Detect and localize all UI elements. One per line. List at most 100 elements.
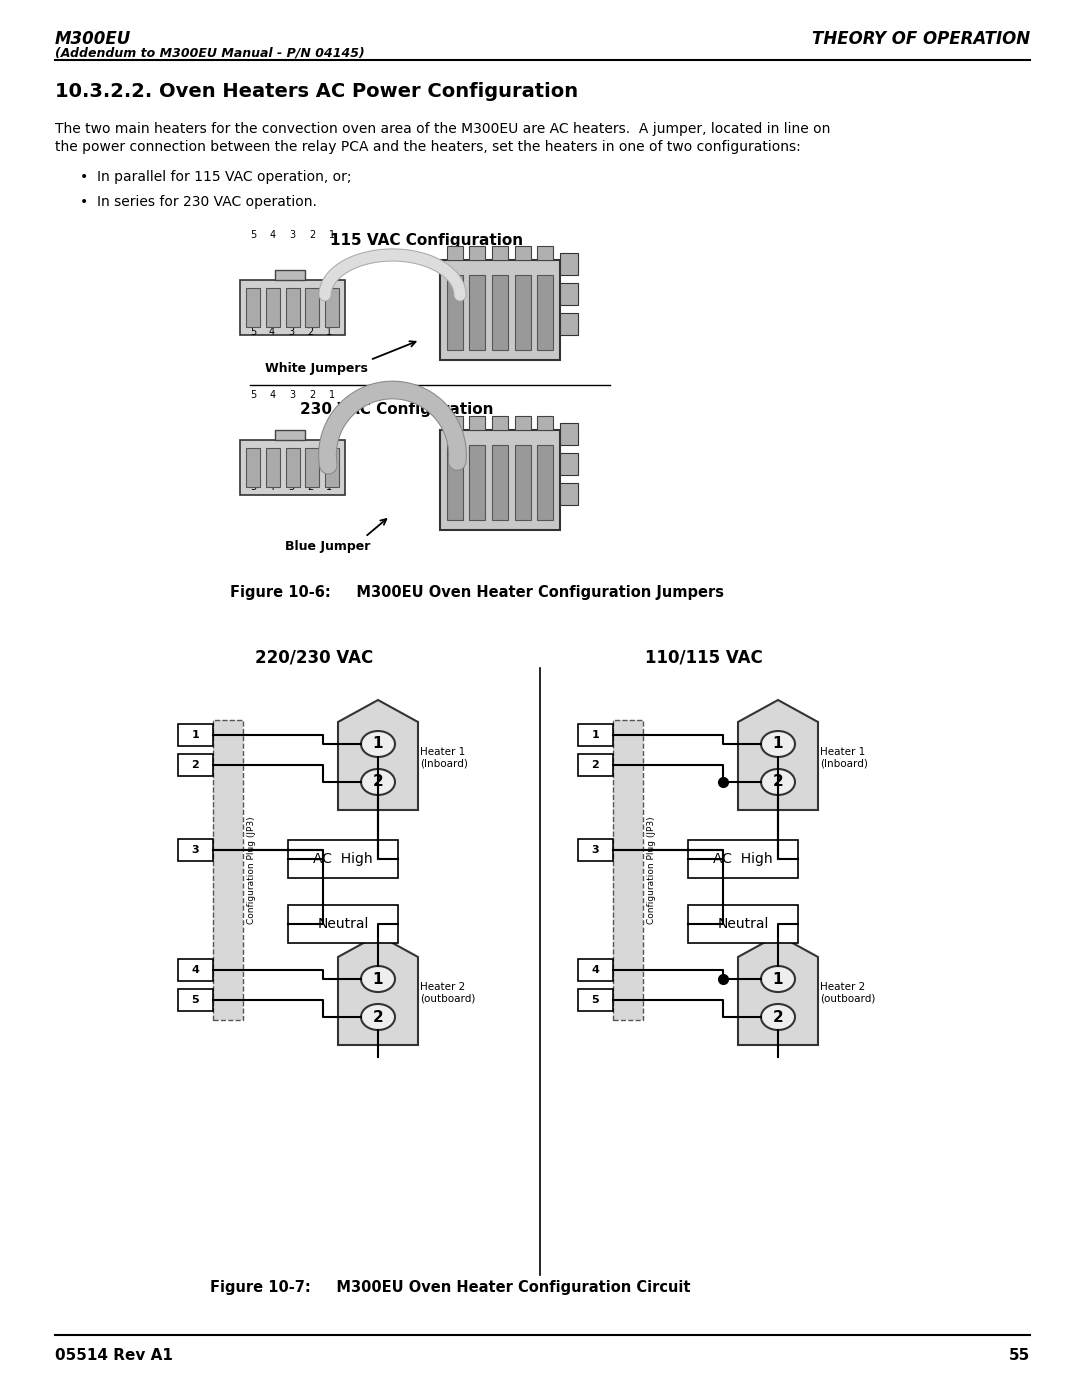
Text: •  In series for 230 VAC operation.: • In series for 230 VAC operation. [80,196,316,210]
Polygon shape [338,700,418,810]
Text: Heater 2
(outboard): Heater 2 (outboard) [820,982,876,1004]
Bar [325,448,339,488]
Bar [288,905,399,943]
Bar [515,416,530,430]
Ellipse shape [361,1004,395,1030]
Bar [578,840,613,861]
Bar [578,754,613,775]
Text: 1: 1 [773,971,783,986]
Bar [275,270,305,279]
Bar [240,440,345,495]
Text: 5: 5 [249,390,256,400]
Bar [285,288,299,327]
Ellipse shape [361,768,395,795]
Bar [492,446,508,520]
Text: 3: 3 [288,482,294,492]
Bar [538,446,553,520]
Bar [246,448,260,488]
Text: Heater 1
(Inboard): Heater 1 (Inboard) [420,747,468,768]
Ellipse shape [761,768,795,795]
Text: 2: 2 [309,231,315,240]
Bar [306,288,320,327]
Bar [515,446,530,520]
Text: 230 VAC Configuration: 230 VAC Configuration [300,402,494,416]
Bar [470,246,485,260]
Text: 2: 2 [191,760,200,770]
Bar [178,958,213,981]
Text: 3: 3 [592,845,599,855]
Bar [266,288,280,327]
Text: 1: 1 [373,971,383,986]
Text: 1: 1 [191,731,200,740]
Text: Figure 10-7:     M300EU Oven Heater Configuration Circuit: Figure 10-7: M300EU Oven Heater Configur… [210,1280,690,1295]
Bar [178,754,213,775]
Text: 115 VAC Configuration: 115 VAC Configuration [330,233,523,249]
Text: Heater 2
(outboard): Heater 2 (outboard) [420,982,475,1004]
Text: 5: 5 [191,995,200,1004]
Bar [285,448,299,488]
Text: 1: 1 [373,736,383,752]
Text: Configuration Plug (JP3): Configuration Plug (JP3) [246,816,256,923]
Text: 220/230 VAC: 220/230 VAC [255,648,374,666]
Text: 3: 3 [191,845,200,855]
Text: 2: 2 [309,390,315,400]
Text: Figure 10-6:     M300EU Oven Heater Configuration Jumpers: Figure 10-6: M300EU Oven Heater Configur… [230,585,724,599]
Bar [470,275,485,351]
Text: 2: 2 [373,1010,383,1024]
Text: •  In parallel for 115 VAC operation, or;: • In parallel for 115 VAC operation, or; [80,170,351,184]
Bar [447,446,462,520]
Bar [470,416,485,430]
Bar [470,446,485,520]
Text: 2: 2 [592,760,599,770]
Text: AC  High: AC High [713,852,773,866]
Bar [561,453,578,475]
Text: 2: 2 [772,1010,783,1024]
Bar [440,430,561,529]
Text: Neutral: Neutral [318,916,368,930]
Bar [447,275,462,351]
Bar [178,840,213,861]
Text: 4: 4 [592,965,599,975]
Bar [213,719,243,1020]
Bar [178,989,213,1011]
Text: (Addendum to M300EU Manual - P/N 04145): (Addendum to M300EU Manual - P/N 04145) [55,46,365,59]
Bar [492,275,508,351]
Bar [561,423,578,446]
Bar [492,246,508,260]
Text: 2: 2 [772,774,783,789]
Text: 1: 1 [329,231,335,240]
Bar [240,279,345,335]
Text: THEORY OF OPERATION: THEORY OF OPERATION [812,29,1030,47]
Text: 10.3.2.2. Oven Heaters AC Power Configuration: 10.3.2.2. Oven Heaters AC Power Configur… [55,82,578,101]
Bar [561,313,578,335]
Text: 4: 4 [269,327,275,337]
Bar [440,260,561,360]
Bar [613,719,643,1020]
Bar [515,275,530,351]
Text: Neutral: Neutral [717,916,769,930]
Bar [306,448,320,488]
Text: Heater 1
(Inboard): Heater 1 (Inboard) [820,747,868,768]
Bar [688,905,798,943]
Bar [578,958,613,981]
Bar [447,416,462,430]
Text: 4: 4 [191,965,200,975]
Bar [178,724,213,746]
Text: The two main heaters for the convection oven area of the M300EU are AC heaters. : The two main heaters for the convection … [55,122,831,136]
Text: the power connection between the relay PCA and the heaters, set the heaters in o: the power connection between the relay P… [55,140,800,154]
Text: 5: 5 [249,482,256,492]
Bar [561,253,578,275]
Text: 3: 3 [288,327,294,337]
Ellipse shape [761,1004,795,1030]
Text: 4: 4 [269,482,275,492]
Bar [538,275,553,351]
Text: Configuration Plug (JP3): Configuration Plug (JP3) [647,816,656,923]
Bar [213,719,243,1020]
Ellipse shape [361,731,395,757]
Text: 1: 1 [592,731,599,740]
Polygon shape [738,700,818,810]
Bar [538,246,553,260]
Text: 1: 1 [326,482,332,492]
Text: Blue Jumper: Blue Jumper [285,541,370,553]
Polygon shape [738,935,818,1045]
